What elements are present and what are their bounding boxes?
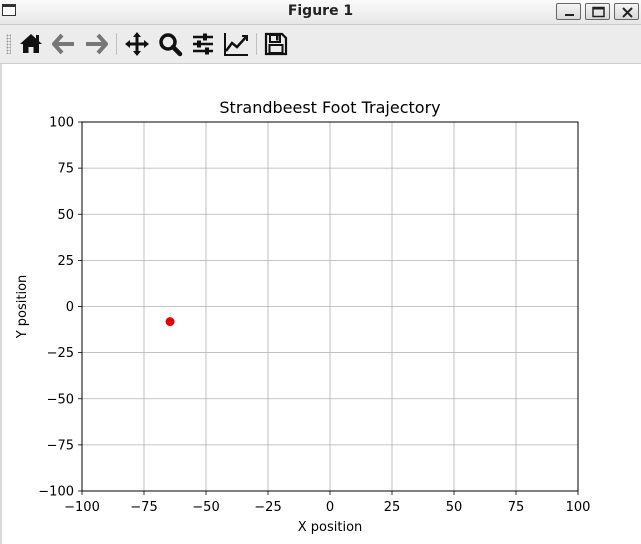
- x-tick-label: −50: [192, 500, 219, 515]
- y-tick-label: 0: [66, 300, 74, 315]
- toolbar-separator: [116, 33, 117, 55]
- foot-position-point: [165, 317, 175, 327]
- floppy-disk-icon: [264, 32, 288, 56]
- zoom-button[interactable]: [156, 30, 184, 58]
- y-tick-label: 75: [57, 162, 74, 177]
- x-axis-ticks: −100 −75 −50 −25 0 25 50 75 100: [64, 491, 590, 515]
- window-left-edge: [0, 64, 2, 544]
- window-menu-icon[interactable]: [2, 4, 16, 16]
- y-tick-label: 100: [49, 116, 74, 131]
- navigation-toolbar: [0, 25, 641, 64]
- window-title: Figure 1: [287, 3, 354, 19]
- close-icon: [622, 7, 633, 18]
- x-tick-label: 0: [326, 500, 334, 515]
- chart-title: Strandbeest Foot Trajectory: [219, 98, 440, 117]
- save-button[interactable]: [262, 30, 290, 58]
- toolbar-separator: [256, 33, 257, 55]
- y-axis-label: Y position: [15, 275, 30, 340]
- arrow-left-icon: [52, 33, 74, 55]
- move-icon: [125, 32, 149, 56]
- arrow-right-icon: [86, 33, 108, 55]
- pan-button[interactable]: [123, 30, 151, 58]
- forward-button[interactable]: [82, 30, 110, 58]
- y-axis-ticks: 100 75 50 25 0 −25 −50 −75 −100: [38, 116, 82, 500]
- maximize-icon: [592, 6, 605, 18]
- figure-canvas[interactable]: −100 −75 −50 −25 0 25 50 75 100 100 75 50 25 0 −25 −50…: [0, 64, 641, 544]
- line-chart-icon: [224, 33, 248, 56]
- x-tick-label: 25: [384, 500, 401, 515]
- y-tick-label: −75: [47, 438, 74, 453]
- grid-lines: [81, 121, 579, 492]
- x-tick-label: 100: [566, 500, 591, 515]
- home-button[interactable]: [17, 30, 45, 58]
- magnifier-icon: [159, 33, 183, 57]
- maximize-button[interactable]: [585, 3, 610, 20]
- x-tick-label: −75: [130, 500, 157, 515]
- x-tick-label: 75: [508, 500, 525, 515]
- title-bar[interactable]: Figure 1: [0, 0, 641, 25]
- x-tick-label: −25: [254, 500, 281, 515]
- x-tick-label: 50: [446, 500, 463, 515]
- close-button[interactable]: [614, 3, 639, 20]
- x-tick-label: −100: [64, 500, 100, 515]
- y-tick-label: 25: [57, 254, 74, 269]
- configure-subplots-button[interactable]: [189, 30, 217, 58]
- toolbar-grip[interactable]: [6, 34, 11, 54]
- minimize-icon: [565, 14, 574, 16]
- data-points: [165, 317, 175, 327]
- y-tick-label: −50: [47, 392, 74, 407]
- y-tick-label: −25: [47, 346, 74, 361]
- sliders-icon: [193, 33, 213, 55]
- y-tick-label: 50: [57, 208, 74, 223]
- x-axis-label: X position: [298, 520, 363, 535]
- home-icon: [20, 34, 42, 53]
- edit-axes-button[interactable]: [222, 30, 250, 58]
- back-button[interactable]: [50, 30, 78, 58]
- minimize-button[interactable]: [556, 3, 581, 20]
- y-tick-label: −100: [38, 485, 74, 500]
